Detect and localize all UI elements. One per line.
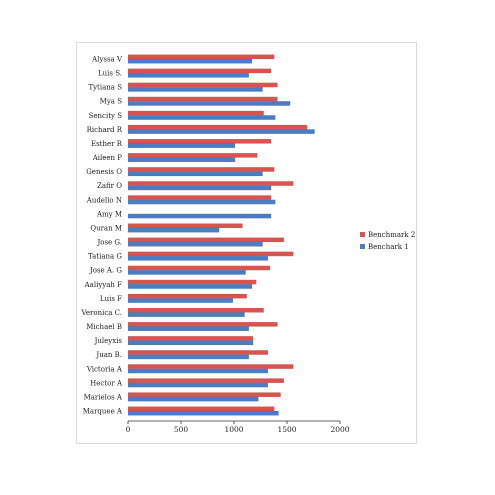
bar-benchmark-1 — [127, 227, 220, 233]
bar-benchmark-1 — [127, 270, 246, 275]
category-label: Tatiana G — [88, 253, 122, 261]
bar-benchmark-1 — [127, 410, 279, 416]
bar-benchmark-1 — [127, 382, 269, 388]
bar-benchmark-2 — [127, 181, 294, 186]
category-label: Zafir O — [97, 182, 122, 190]
bar-benchmark-1 — [127, 284, 253, 289]
bar-benchmark-2 — [127, 364, 294, 369]
category-label: Sencity S — [89, 112, 123, 120]
category-label: Jose A. G — [89, 267, 122, 275]
bar-benchmark-1 — [127, 298, 234, 303]
bar-benchmark-2 — [127, 336, 254, 341]
legend-label: Benchmark 2 — [368, 231, 415, 239]
category-label: Audelio N — [86, 196, 122, 204]
x-tick-label: 1000 — [224, 425, 243, 434]
bar-benchmark-2 — [127, 153, 258, 158]
bar-benchmark-2 — [127, 293, 247, 299]
bar-benchmark-1 — [127, 129, 315, 134]
category-label: Esther R — [91, 140, 123, 148]
bar-benchmark-1 — [127, 326, 249, 332]
bar-benchmark-2 — [127, 237, 284, 243]
bar-benchmark-2 — [127, 321, 278, 327]
x-tick-label: 0 — [126, 425, 131, 434]
x-tick-label: 2000 — [330, 425, 349, 434]
bar-benchmark-2 — [127, 54, 275, 60]
category-label: Alyssa V — [91, 56, 123, 64]
bar-benchmark-2 — [127, 195, 272, 200]
bar-benchmark-2 — [127, 378, 284, 383]
bar-benchmark-1 — [127, 241, 263, 247]
x-tick-label: 500 — [174, 425, 189, 434]
bar-benchmark-1 — [127, 72, 249, 78]
legend-label: Benchark 1 — [368, 243, 409, 251]
category-label: Aaliyyah F — [84, 281, 123, 289]
bar-benchmark-2 — [127, 251, 294, 257]
category-label: Michael B — [86, 323, 122, 331]
category-label: Amy M — [96, 210, 122, 218]
bar-benchmark-1 — [127, 143, 236, 149]
bar-benchmark-1 — [127, 213, 272, 219]
category-label: Aileen P — [92, 154, 123, 162]
category-label: Quran M — [90, 224, 122, 232]
bar-benchmark-2 — [127, 82, 278, 88]
category-label: Luis F — [100, 295, 122, 303]
legend-swatch — [360, 232, 365, 237]
bar-benchmark-2 — [127, 110, 264, 116]
category-label: Jose G. — [96, 239, 122, 247]
category-label: Richard R — [87, 126, 123, 134]
bar-benchmark-1 — [127, 199, 276, 205]
bar-benchmark-2 — [127, 392, 281, 398]
bar-benchmark-1 — [127, 185, 272, 191]
x-tick-label: 1500 — [277, 425, 296, 434]
bar-benchmark-2 — [127, 279, 257, 285]
bar-benchmark-1 — [127, 368, 269, 374]
bar-benchmark-1 — [127, 354, 249, 360]
bar-benchmark-2 — [127, 96, 278, 102]
bar-benchmark-1 — [127, 157, 236, 163]
bar-benchmark-2 — [127, 223, 243, 229]
bar-benchmark-1 — [127, 312, 245, 317]
bar-benchmark-2 — [127, 307, 264, 313]
category-label: Veronica C. — [80, 309, 122, 317]
bar-benchmark-1 — [127, 115, 276, 120]
bar-benchmark-2 — [127, 167, 275, 172]
category-label: Tytiana S — [88, 84, 122, 92]
bar-benchmark-1 — [127, 340, 254, 346]
bar-benchmark-1 — [127, 255, 269, 261]
bar-benchmark-2 — [127, 68, 272, 74]
category-label: Juleyxis — [94, 337, 123, 345]
bar-benchmark-1 — [127, 87, 263, 92]
bar-benchmark-1 — [127, 396, 259, 402]
bar-benchmark-1 — [127, 101, 291, 106]
category-label: Marquee A — [83, 408, 123, 416]
category-label: Luis S. — [98, 70, 122, 78]
category-label: Victoria A — [86, 365, 123, 373]
bar-benchmark-1 — [127, 58, 253, 64]
category-label: Marielos A — [84, 393, 123, 401]
bar-benchmark-2 — [127, 124, 308, 130]
category-label: Hector A — [90, 379, 123, 387]
bar-benchmark-1 — [127, 171, 263, 177]
bar-benchmark-2 — [127, 265, 271, 271]
category-label: Genesis O — [86, 168, 122, 176]
bar-benchmark-2 — [127, 350, 269, 355]
bar-benchmark-2 — [127, 138, 272, 144]
legend-swatch — [360, 244, 365, 249]
category-label: Mya S — [100, 98, 123, 106]
category-label: Juan B. — [95, 351, 122, 359]
bar-benchmark-2 — [127, 406, 275, 412]
